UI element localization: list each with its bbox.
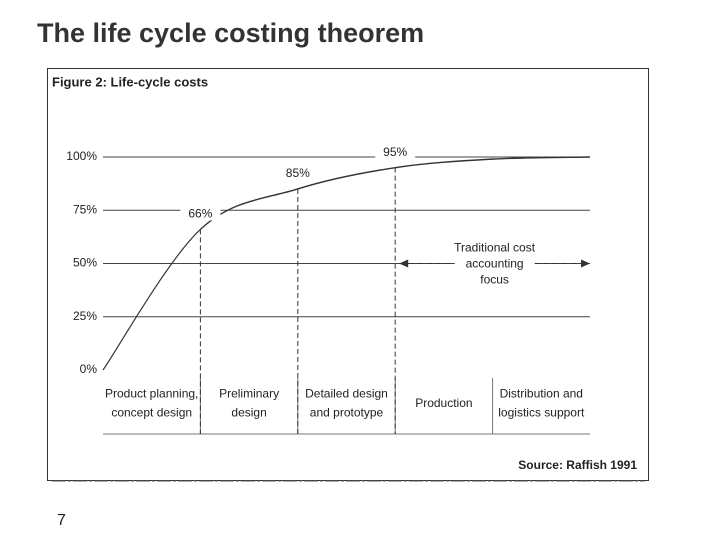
label-backdrop bbox=[277, 165, 318, 180]
y-tick-label: 75% bbox=[73, 202, 97, 216]
figure-title: Figure 2: Life-cycle costs bbox=[52, 74, 208, 89]
x-tick-label: Production bbox=[415, 396, 472, 410]
annotation-backdrop bbox=[454, 239, 535, 288]
x-tick-label: Product planning, concept design bbox=[105, 387, 198, 420]
label-backdrop bbox=[180, 206, 221, 221]
y-tick-label: 0% bbox=[80, 362, 98, 376]
data-label: 95% bbox=[383, 145, 407, 159]
slide-title: The life cycle costing theorem bbox=[37, 18, 424, 48]
arrow-head bbox=[581, 259, 590, 268]
y-tick-label: 50% bbox=[73, 256, 97, 270]
page-number: 7 bbox=[57, 512, 66, 529]
curve-start bbox=[102, 228, 201, 371]
label-backdrop bbox=[375, 144, 416, 159]
data-label: 66% bbox=[188, 207, 212, 221]
source: Source: Raffish 1991 bbox=[518, 458, 637, 472]
annotation: Traditional cost accounting focus bbox=[454, 241, 536, 287]
data-label: 85% bbox=[286, 166, 310, 180]
x-tick-label: Preliminary design bbox=[219, 387, 279, 420]
arrow-head bbox=[399, 259, 409, 268]
x-tick-label: Distribution and logistics support bbox=[498, 387, 585, 420]
y-tick-label: 25% bbox=[73, 309, 97, 323]
x-tick-label: Detailed design and prototype bbox=[305, 387, 388, 420]
y-tick-label: 100% bbox=[66, 149, 97, 163]
